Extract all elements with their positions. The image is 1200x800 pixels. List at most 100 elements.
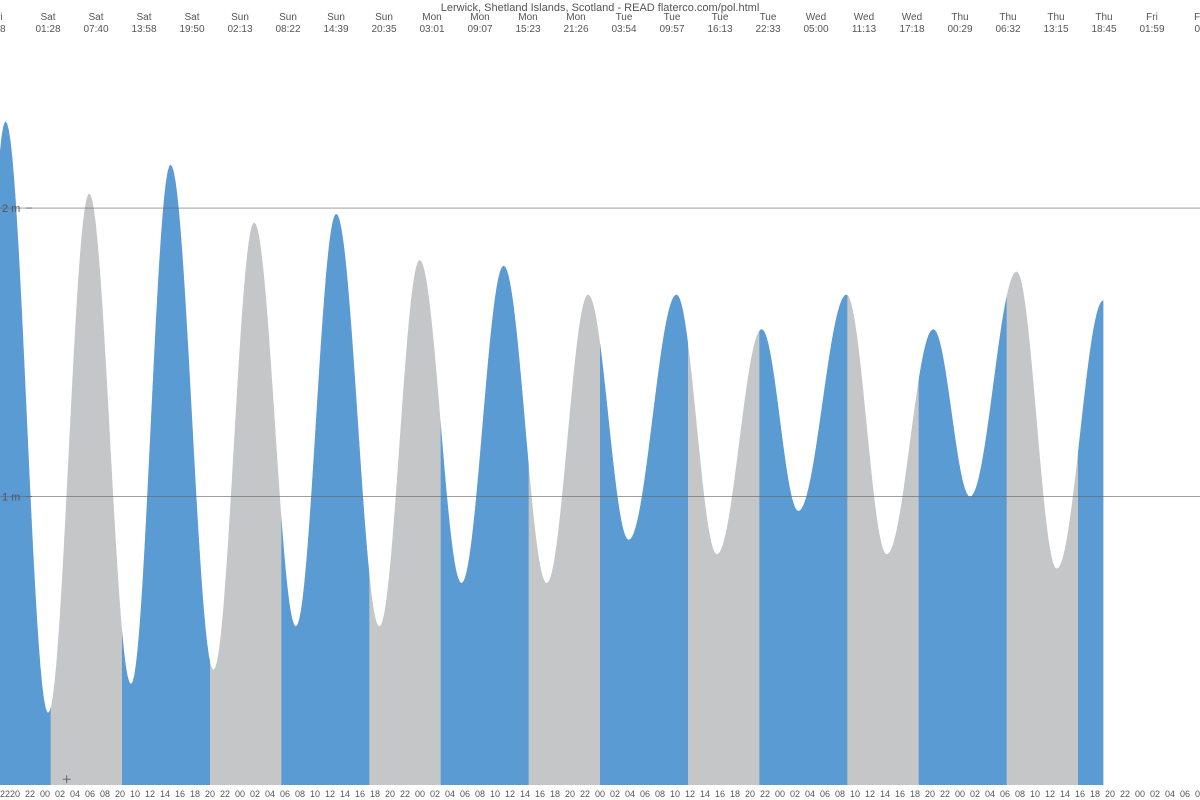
bottom-hour-label: 18 (910, 789, 920, 799)
top-tick-day: Wed (806, 12, 826, 23)
bottom-hour-label: 06 (85, 789, 95, 799)
top-tick-time: 17:18 (899, 24, 924, 35)
top-tick-day: Fri (1146, 12, 1158, 23)
top-tick-time: 02:13 (227, 24, 252, 35)
bottom-hour-label: 20 (925, 789, 935, 799)
bottom-hour-label: 22 (220, 789, 230, 799)
top-tick-time: 01:28 (35, 24, 60, 35)
top-tick-day: Thu (1047, 12, 1064, 23)
top-tick-time: 09:07 (467, 24, 492, 35)
bottom-hour-label: 18 (730, 789, 740, 799)
bottom-hour-label: 16 (895, 789, 905, 799)
top-tick-time: 13:58 (131, 24, 156, 35)
bottom-hour-label: 14 (340, 789, 350, 799)
bottom-hour-label: 00 (775, 789, 785, 799)
top-tick-time: 15:23 (515, 24, 540, 35)
bottom-hour-label: 22 (400, 789, 410, 799)
bottom-hour-label: 16 (355, 789, 365, 799)
top-tick-day: Mon (566, 12, 585, 23)
top-tick-time: 03:54 (611, 24, 636, 35)
top-tick-time: 13:15 (1043, 24, 1068, 35)
bottom-hour-label: 20 (385, 789, 395, 799)
top-tick-day: Mon (470, 12, 489, 23)
bottom-hour-label: 08 (100, 789, 110, 799)
bottom-hour-label: 02 (250, 789, 260, 799)
top-tick-time: 08 (0, 24, 6, 35)
top-tick-time: 22:33 (755, 24, 780, 35)
bottom-hour-label: 02 (55, 789, 65, 799)
top-tick-day: Wed (902, 12, 922, 23)
bottom-hour-label: 16 (715, 789, 725, 799)
bottom-hour-label: 04 (985, 789, 995, 799)
top-tick-day: Sun (327, 12, 345, 23)
top-tick-time: 05:00 (803, 24, 828, 35)
bottom-hour-label: 12 (325, 789, 335, 799)
bottom-hour-label: 06 (280, 789, 290, 799)
bottom-hour-label: 18 (370, 789, 380, 799)
bottom-hour-label: 08 (475, 789, 485, 799)
bottom-hour-label: 02 (790, 789, 800, 799)
top-tick-day: Tue (616, 12, 633, 23)
bottom-hour-label: 00 (235, 789, 245, 799)
top-tick-day: Wed (854, 12, 874, 23)
top-tick-day: Mon (422, 12, 441, 23)
bottom-hour-label: 04 (70, 789, 80, 799)
top-tick-day: Sun (375, 12, 393, 23)
top-tick-day: Thu (999, 12, 1016, 23)
bottom-hour-label: 04 (1165, 789, 1175, 799)
y-axis-label: 1 m (2, 492, 20, 504)
top-tick-time: 08:22 (275, 24, 300, 35)
bottom-hour-label: 02 (1150, 789, 1160, 799)
bottom-hour-label: 04 (445, 789, 455, 799)
bottom-hour-label: 14 (700, 789, 710, 799)
bottom-hour-label: 06 (640, 789, 650, 799)
bottom-hour-label: 12 (865, 789, 875, 799)
top-tick-time: 18:45 (1091, 24, 1116, 35)
bottom-hour-label: 02 (970, 789, 980, 799)
y-axis-label: 2 m (2, 203, 20, 215)
bottom-hour-label: 08 (835, 789, 845, 799)
bottom-hour-label: 00 (40, 789, 50, 799)
bottom-hour-label: 00 (595, 789, 605, 799)
top-tick-day: Sun (279, 12, 297, 23)
bottom-hour-label: 12 (145, 789, 155, 799)
bottom-hour-label: 00 (415, 789, 425, 799)
top-tick-time: 20:35 (371, 24, 396, 35)
bottom-hour-label: 10 (850, 789, 860, 799)
bottom-hour-label: 16 (535, 789, 545, 799)
top-tick-day: Sat (40, 12, 55, 23)
top-tick-day: Tue (760, 12, 777, 23)
bottom-hour-label: 00 (955, 789, 965, 799)
bottom-hour-label: 20 (745, 789, 755, 799)
top-tick-day: Sat (88, 12, 103, 23)
bottom-hour-label: 04 (625, 789, 635, 799)
bottom-hour-label: 10 (310, 789, 320, 799)
top-tick-time: 00:29 (947, 24, 972, 35)
top-tick-time: 19:50 (179, 24, 204, 35)
chart-svg: 1 m2 mLerwick, Shetland Islands, Scotlan… (0, 0, 1200, 800)
bottom-hour-label: 06 (820, 789, 830, 799)
bottom-hour-label: 10 (670, 789, 680, 799)
top-tick-day: Sun (231, 12, 249, 23)
top-tick-time: 01:59 (1139, 24, 1164, 35)
bottom-hour-label: 16 (1075, 789, 1085, 799)
bottom-hour-label: 08 (1015, 789, 1025, 799)
top-tick-time: 16:13 (707, 24, 732, 35)
bottom-hour-label: 22 (25, 789, 35, 799)
top-tick-time: 21:26 (563, 24, 588, 35)
bottom-hour-label: 16 (175, 789, 185, 799)
top-tick-time: 06:32 (995, 24, 1020, 35)
bottom-hour-label: 22 (1120, 789, 1130, 799)
bottom-hour-label: 02 (430, 789, 440, 799)
top-tick-day: ri (0, 12, 3, 23)
bottom-hour-label: 22 (940, 789, 950, 799)
bottom-hour-label: 08 (655, 789, 665, 799)
top-tick-time: 07:40 (83, 24, 108, 35)
top-tick-day: Thu (1095, 12, 1112, 23)
top-tick-time: 08 (1194, 24, 1200, 35)
bottom-hour-label: 04 (805, 789, 815, 799)
bottom-hour-label: 06 (460, 789, 470, 799)
bottom-hour-label: 20 (1105, 789, 1115, 799)
top-tick-day: Sat (136, 12, 151, 23)
top-tick-time: 14:39 (323, 24, 348, 35)
